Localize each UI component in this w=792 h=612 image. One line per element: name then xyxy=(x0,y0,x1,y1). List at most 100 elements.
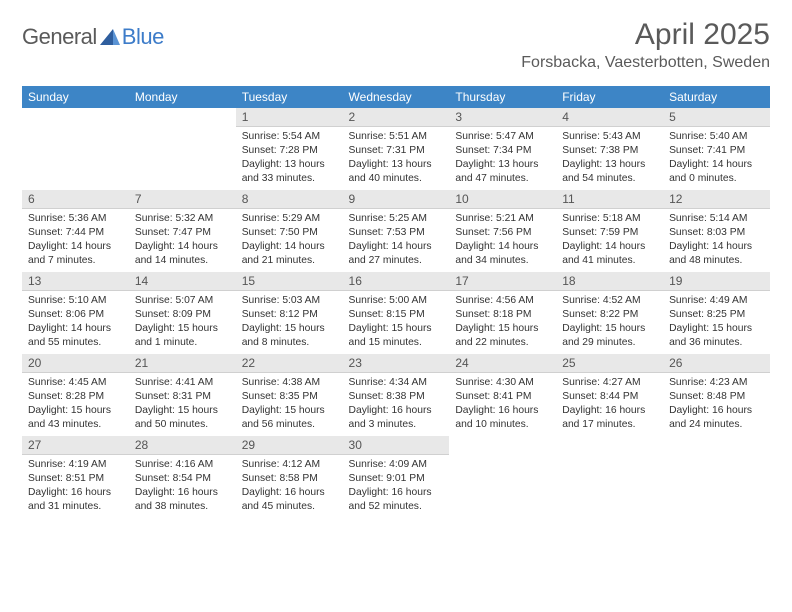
sunrise-line: Sunrise: 4:38 AM xyxy=(242,376,337,390)
day-body: Sunrise: 4:38 AMSunset: 8:35 PMDaylight:… xyxy=(236,373,343,436)
day-body: Sunrise: 5:18 AMSunset: 7:59 PMDaylight:… xyxy=(556,209,663,272)
sunset-line: Sunset: 7:34 PM xyxy=(455,144,550,158)
day-number: 8 xyxy=(236,190,343,209)
day-body: Sunrise: 4:27 AMSunset: 8:44 PMDaylight:… xyxy=(556,373,663,436)
day-body: Sunrise: 5:32 AMSunset: 7:47 PMDaylight:… xyxy=(129,209,236,272)
sunset-line: Sunset: 8:38 PM xyxy=(349,390,444,404)
daylight-line: Daylight: 13 hours and 40 minutes. xyxy=(349,158,444,186)
calendar-day-cell: 29Sunrise: 4:12 AMSunset: 8:58 PMDayligh… xyxy=(236,436,343,518)
calendar-day-cell: 19Sunrise: 4:49 AMSunset: 8:25 PMDayligh… xyxy=(663,272,770,354)
day-number: 16 xyxy=(343,272,450,291)
daylight-line: Daylight: 16 hours and 3 minutes. xyxy=(349,404,444,432)
day-number: 21 xyxy=(129,354,236,373)
calendar-day-cell: 23Sunrise: 4:34 AMSunset: 8:38 PMDayligh… xyxy=(343,354,450,436)
calendar-empty-cell xyxy=(663,436,770,518)
calendar-row: 6Sunrise: 5:36 AMSunset: 7:44 PMDaylight… xyxy=(22,190,770,272)
day-body: Sunrise: 5:21 AMSunset: 7:56 PMDaylight:… xyxy=(449,209,556,272)
sunrise-line: Sunrise: 5:51 AM xyxy=(349,130,444,144)
day-body: Sunrise: 5:47 AMSunset: 7:34 PMDaylight:… xyxy=(449,127,556,190)
day-body: Sunrise: 4:30 AMSunset: 8:41 PMDaylight:… xyxy=(449,373,556,436)
sunrise-line: Sunrise: 5:07 AM xyxy=(135,294,230,308)
sunrise-line: Sunrise: 5:18 AM xyxy=(562,212,657,226)
daylight-line: Daylight: 16 hours and 38 minutes. xyxy=(135,486,230,514)
sunset-line: Sunset: 8:28 PM xyxy=(28,390,123,404)
daylight-line: Daylight: 15 hours and 50 minutes. xyxy=(135,404,230,432)
weekday-header: Friday xyxy=(556,86,663,108)
calendar-day-cell: 22Sunrise: 4:38 AMSunset: 8:35 PMDayligh… xyxy=(236,354,343,436)
day-number: 24 xyxy=(449,354,556,373)
daylight-line: Daylight: 14 hours and 27 minutes. xyxy=(349,240,444,268)
daylight-line: Daylight: 16 hours and 52 minutes. xyxy=(349,486,444,514)
calendar-day-cell: 4Sunrise: 5:43 AMSunset: 7:38 PMDaylight… xyxy=(556,108,663,190)
calendar-day-cell: 25Sunrise: 4:27 AMSunset: 8:44 PMDayligh… xyxy=(556,354,663,436)
day-number: 9 xyxy=(343,190,450,209)
day-body: Sunrise: 4:16 AMSunset: 8:54 PMDaylight:… xyxy=(129,455,236,518)
sunrise-line: Sunrise: 5:00 AM xyxy=(349,294,444,308)
calendar-day-cell: 17Sunrise: 4:56 AMSunset: 8:18 PMDayligh… xyxy=(449,272,556,354)
sunset-line: Sunset: 8:31 PM xyxy=(135,390,230,404)
sunset-line: Sunset: 7:56 PM xyxy=(455,226,550,240)
sunset-line: Sunset: 7:31 PM xyxy=(349,144,444,158)
day-number: 22 xyxy=(236,354,343,373)
day-body: Sunrise: 5:51 AMSunset: 7:31 PMDaylight:… xyxy=(343,127,450,190)
daylight-line: Daylight: 14 hours and 21 minutes. xyxy=(242,240,337,268)
day-body: Sunrise: 4:52 AMSunset: 8:22 PMDaylight:… xyxy=(556,291,663,354)
daylight-line: Daylight: 14 hours and 41 minutes. xyxy=(562,240,657,268)
weekday-header-row: SundayMondayTuesdayWednesdayThursdayFrid… xyxy=(22,86,770,108)
sunrise-line: Sunrise: 4:16 AM xyxy=(135,458,230,472)
calendar-day-cell: 27Sunrise: 4:19 AMSunset: 8:51 PMDayligh… xyxy=(22,436,129,518)
calendar-row: 1Sunrise: 5:54 AMSunset: 7:28 PMDaylight… xyxy=(22,108,770,190)
calendar-row: 20Sunrise: 4:45 AMSunset: 8:28 PMDayligh… xyxy=(22,354,770,436)
sunset-line: Sunset: 7:28 PM xyxy=(242,144,337,158)
logo: General Blue xyxy=(22,24,164,50)
weekday-header: Thursday xyxy=(449,86,556,108)
sunrise-line: Sunrise: 4:12 AM xyxy=(242,458,337,472)
daylight-line: Daylight: 14 hours and 7 minutes. xyxy=(28,240,123,268)
sunset-line: Sunset: 8:54 PM xyxy=(135,472,230,486)
header: General Blue April 2025 Forsbacka, Vaest… xyxy=(22,18,770,72)
calendar-empty-cell xyxy=(449,436,556,518)
day-body: Sunrise: 4:49 AMSunset: 8:25 PMDaylight:… xyxy=(663,291,770,354)
daylight-line: Daylight: 13 hours and 33 minutes. xyxy=(242,158,337,186)
sunrise-line: Sunrise: 5:03 AM xyxy=(242,294,337,308)
calendar-day-cell: 2Sunrise: 5:51 AMSunset: 7:31 PMDaylight… xyxy=(343,108,450,190)
day-number: 10 xyxy=(449,190,556,209)
day-number: 27 xyxy=(22,436,129,455)
sunrise-line: Sunrise: 5:32 AM xyxy=(135,212,230,226)
day-number: 3 xyxy=(449,108,556,127)
calendar-day-cell: 5Sunrise: 5:40 AMSunset: 7:41 PMDaylight… xyxy=(663,108,770,190)
sunset-line: Sunset: 7:41 PM xyxy=(669,144,764,158)
sunset-line: Sunset: 8:41 PM xyxy=(455,390,550,404)
sunrise-line: Sunrise: 4:45 AM xyxy=(28,376,123,390)
day-body: Sunrise: 5:03 AMSunset: 8:12 PMDaylight:… xyxy=(236,291,343,354)
sunrise-line: Sunrise: 4:41 AM xyxy=(135,376,230,390)
daylight-line: Daylight: 15 hours and 15 minutes. xyxy=(349,322,444,350)
daylight-line: Daylight: 15 hours and 22 minutes. xyxy=(455,322,550,350)
sunset-line: Sunset: 8:35 PM xyxy=(242,390,337,404)
day-number: 25 xyxy=(556,354,663,373)
sunset-line: Sunset: 7:59 PM xyxy=(562,226,657,240)
daylight-line: Daylight: 16 hours and 31 minutes. xyxy=(28,486,123,514)
day-number: 4 xyxy=(556,108,663,127)
daylight-line: Daylight: 14 hours and 55 minutes. xyxy=(28,322,123,350)
daylight-line: Daylight: 16 hours and 17 minutes. xyxy=(562,404,657,432)
calendar-day-cell: 15Sunrise: 5:03 AMSunset: 8:12 PMDayligh… xyxy=(236,272,343,354)
sunrise-line: Sunrise: 5:14 AM xyxy=(669,212,764,226)
day-number: 6 xyxy=(22,190,129,209)
day-body: Sunrise: 4:41 AMSunset: 8:31 PMDaylight:… xyxy=(129,373,236,436)
calendar-empty-cell xyxy=(22,108,129,190)
calendar-day-cell: 7Sunrise: 5:32 AMSunset: 7:47 PMDaylight… xyxy=(129,190,236,272)
logo-text-general: General xyxy=(22,24,97,50)
calendar-day-cell: 11Sunrise: 5:18 AMSunset: 7:59 PMDayligh… xyxy=(556,190,663,272)
sunrise-line: Sunrise: 4:27 AM xyxy=(562,376,657,390)
sunrise-line: Sunrise: 5:29 AM xyxy=(242,212,337,226)
day-body: Sunrise: 5:36 AMSunset: 7:44 PMDaylight:… xyxy=(22,209,129,272)
day-body: Sunrise: 4:45 AMSunset: 8:28 PMDaylight:… xyxy=(22,373,129,436)
sunset-line: Sunset: 8:44 PM xyxy=(562,390,657,404)
day-body: Sunrise: 5:00 AMSunset: 8:15 PMDaylight:… xyxy=(343,291,450,354)
daylight-line: Daylight: 14 hours and 48 minutes. xyxy=(669,240,764,268)
sunrise-line: Sunrise: 4:52 AM xyxy=(562,294,657,308)
daylight-line: Daylight: 15 hours and 36 minutes. xyxy=(669,322,764,350)
day-number: 28 xyxy=(129,436,236,455)
sunrise-line: Sunrise: 5:25 AM xyxy=(349,212,444,226)
